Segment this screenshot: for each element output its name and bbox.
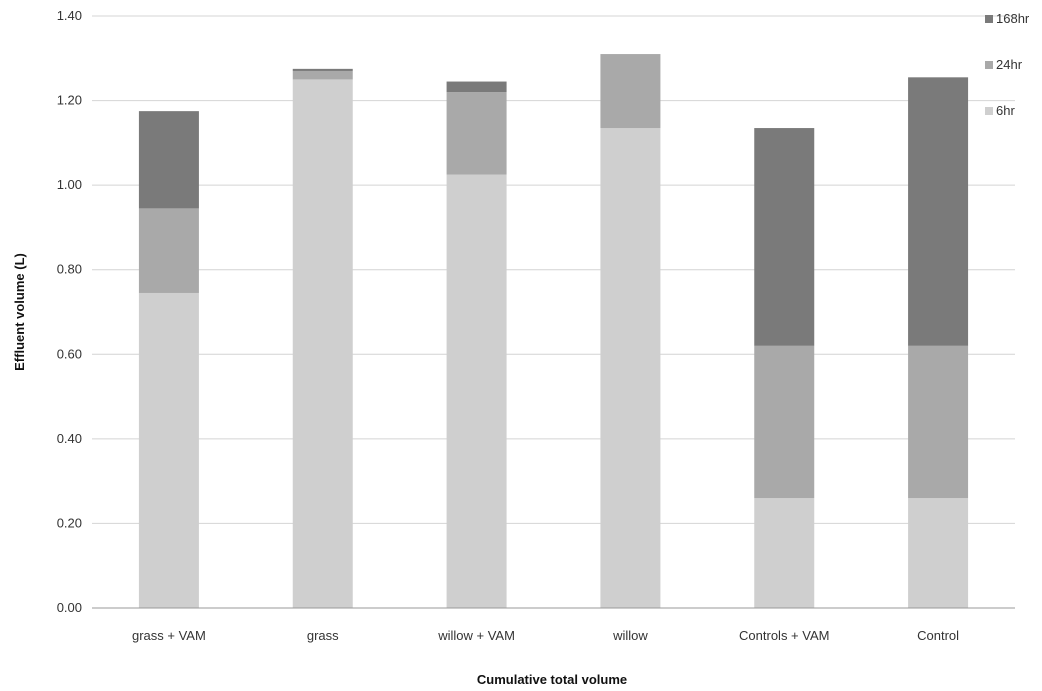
- bars: [138, 54, 969, 609]
- y-axis-title: Effluent volume (L): [12, 253, 27, 371]
- y-tick-label: 1.40: [57, 8, 82, 23]
- y-tick-label: 0.40: [57, 431, 82, 446]
- bar-segment: [754, 128, 815, 346]
- bar-segment: [292, 68, 353, 71]
- x-tick-label: grass + VAM: [132, 628, 206, 643]
- x-tick-label: willow: [612, 628, 648, 643]
- legend: 168hr 24hr 6hr: [985, 11, 1030, 118]
- x-tick-label: Controls + VAM: [739, 628, 829, 643]
- x-tick-label: willow + VAM: [437, 628, 515, 643]
- y-tick-label: 0.00: [57, 600, 82, 615]
- bar-segment: [908, 345, 969, 499]
- bar-segment: [600, 128, 661, 609]
- legend-label: 24hr: [996, 57, 1023, 72]
- y-tick-label: 0.80: [57, 262, 82, 277]
- y-tick-label: 0.60: [57, 346, 82, 361]
- legend-swatch: [985, 61, 993, 69]
- y-tick-label: 1.20: [57, 93, 82, 108]
- legend-label: 168hr: [996, 11, 1030, 26]
- y-tick-label: 1.00: [57, 177, 82, 192]
- bar-segment: [446, 174, 507, 609]
- bar-segment: [138, 208, 199, 293]
- legend-label: 6hr: [996, 103, 1015, 118]
- bar-segment: [754, 498, 815, 608]
- y-tick-label: 0.20: [57, 515, 82, 530]
- bar-segment: [292, 79, 353, 608]
- x-axis-ticks: grass + VAM grass willow + VAM willow Contro…: [132, 628, 959, 643]
- grid-lines: [92, 15, 1015, 524]
- bar-segment: [600, 54, 661, 129]
- y-axis-ticks: 0.00 0.20 0.40 0.60 0.80 1.00 1.20 1.40: [57, 8, 82, 615]
- x-tick-label: Control: [917, 628, 959, 643]
- legend-swatch: [985, 107, 993, 115]
- x-tick-label: grass: [307, 628, 339, 643]
- bar-segment: [138, 292, 199, 608]
- bar-segment: [138, 111, 199, 209]
- bar-segment: [446, 81, 507, 93]
- bar-segment: [908, 77, 969, 346]
- bar-segment: [908, 498, 969, 608]
- bar-segment: [754, 345, 815, 499]
- x-axis-title: Cumulative total volume: [477, 672, 627, 687]
- legend-swatch: [985, 15, 993, 23]
- bar-segment: [446, 92, 507, 175]
- bar-segment: [292, 70, 353, 80]
